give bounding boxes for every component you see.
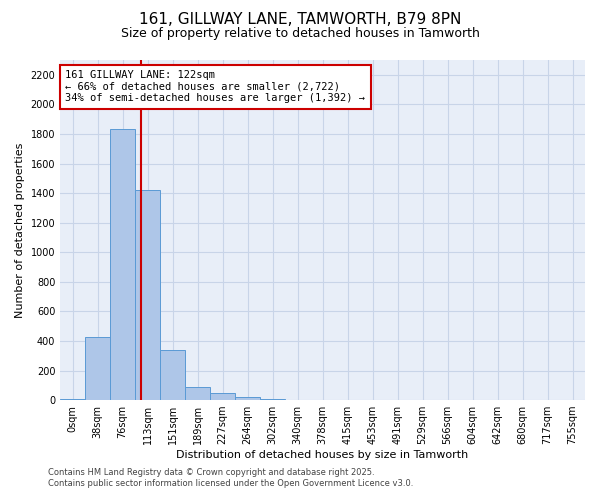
Bar [210, 392, 235, 400]
X-axis label: Distribution of detached houses by size in Tamworth: Distribution of detached houses by size … [176, 450, 469, 460]
Bar [235, 397, 260, 400]
Text: Size of property relative to detached houses in Tamworth: Size of property relative to detached ho… [121, 28, 479, 40]
Bar [160, 350, 185, 400]
Y-axis label: Number of detached properties: Number of detached properties [15, 142, 25, 318]
Text: 161 GILLWAY LANE: 122sqm
← 66% of detached houses are smaller (2,722)
34% of sem: 161 GILLWAY LANE: 122sqm ← 66% of detach… [65, 70, 365, 103]
Text: 161, GILLWAY LANE, TAMWORTH, B79 8PN: 161, GILLWAY LANE, TAMWORTH, B79 8PN [139, 12, 461, 28]
Bar [110, 130, 135, 400]
Text: Contains HM Land Registry data © Crown copyright and database right 2025.
Contai: Contains HM Land Registry data © Crown c… [48, 468, 413, 487]
Bar [135, 190, 160, 400]
Bar [185, 387, 210, 400]
Bar [85, 336, 110, 400]
